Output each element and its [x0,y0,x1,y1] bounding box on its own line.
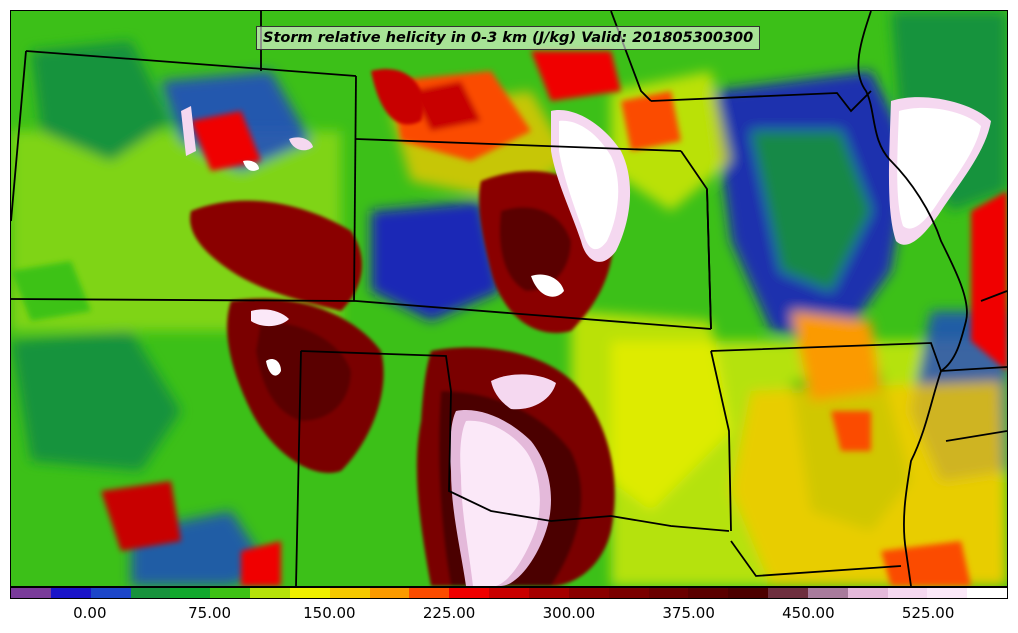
colorbar-tick-label: 450.00 [782,604,835,622]
colorbar-segment [409,588,450,598]
colorbar-segment [967,588,1008,598]
colorbar-segment [130,588,171,598]
colorbar-segment [250,588,290,598]
colorbar-segment [927,588,968,598]
colorbar-segment [728,588,769,598]
colorbar-segment [90,588,131,598]
colorbar-segment [648,588,689,598]
map-title: Storm relative helicity in 0-3 km (J/kg)… [256,26,761,50]
colorbar-segment [170,588,211,598]
helicity-field-map [11,11,1007,586]
map-panel: Storm relative helicity in 0-3 km (J/kg)… [10,10,1008,587]
colorbar [10,587,1008,599]
colorbar-segment [449,588,490,598]
colorbar-tick-label: 150.00 [303,604,356,622]
colorbar-segment [688,588,729,598]
colorbar-tick-label: 525.00 [901,604,955,622]
colorbar-tick-label: 225.00 [422,604,476,622]
field-extreme [181,97,991,586]
colorbar-segment [210,588,251,598]
colorbar-segment [568,588,609,598]
colorbar-segment [608,588,649,598]
colorbar-segment [847,588,888,598]
colorbar-segment [50,588,91,598]
colorbar-segment [887,588,928,598]
state-borders [11,11,1007,586]
colorbar-segment [807,588,848,598]
colorbar-tick-label: 375.00 [662,604,715,622]
colorbar-segment [369,588,410,598]
colorbar-tick-label: 75.00 [188,604,232,622]
colorbar-segment [11,588,51,598]
colorbar-tick-label: 300.00 [542,604,596,622]
colorbar-segment [329,588,370,598]
colorbar-segment [289,588,330,598]
colorbar-tick-label: 0.00 [73,604,107,622]
colorbar-tick-labels: 0.00 75.00 150.00 225.00 300.00 375.00 450.00 5… [10,600,1008,630]
field-mid [11,51,1007,586]
colorbar-segment [528,588,569,598]
colorbar-segment [768,588,808,598]
colorbar-segment [489,588,529,598]
